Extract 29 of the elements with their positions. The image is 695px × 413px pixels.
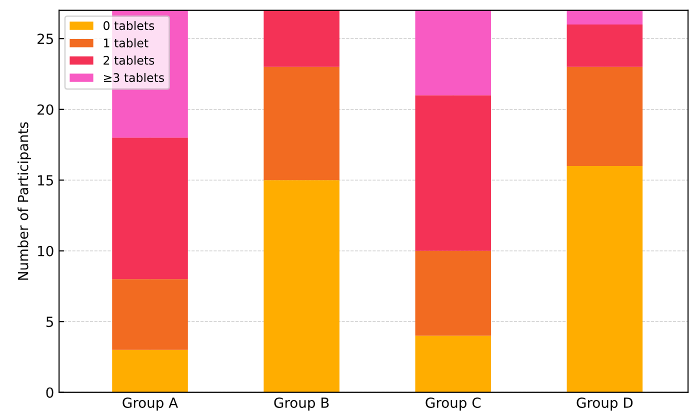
bar xyxy=(112,350,188,392)
y-tick-label: 5 xyxy=(46,316,53,328)
bar xyxy=(415,10,492,96)
y-tick-label: 25 xyxy=(38,34,53,44)
bar xyxy=(566,24,643,67)
y-tick-label: 10 xyxy=(38,246,54,256)
bar xyxy=(566,166,643,392)
legend-label: 1 tablet xyxy=(104,38,148,48)
bar xyxy=(112,279,188,350)
legend-label: ≥3 tablets xyxy=(104,72,164,82)
legend-label: 2 tablets xyxy=(104,56,154,65)
x-tick-label: Group C xyxy=(426,397,481,411)
bar xyxy=(112,138,188,280)
y-axis-title: Number of Participants xyxy=(18,122,31,280)
bar xyxy=(264,66,340,180)
x-tick-label: Group A xyxy=(122,397,178,411)
bar xyxy=(566,66,643,166)
x-tick-label: Group D xyxy=(576,397,633,411)
x-tick-label: Group B xyxy=(274,397,329,411)
bar xyxy=(415,95,492,251)
bar xyxy=(415,336,492,392)
y-tick-label: 15 xyxy=(38,175,53,186)
bar xyxy=(264,180,340,392)
y-tick-label: 0 xyxy=(46,387,54,398)
legend-label: 0 tablets xyxy=(104,20,154,30)
bar xyxy=(566,10,643,24)
y-tick-label: 20 xyxy=(38,104,54,115)
bar xyxy=(415,250,492,336)
bar xyxy=(264,10,340,67)
